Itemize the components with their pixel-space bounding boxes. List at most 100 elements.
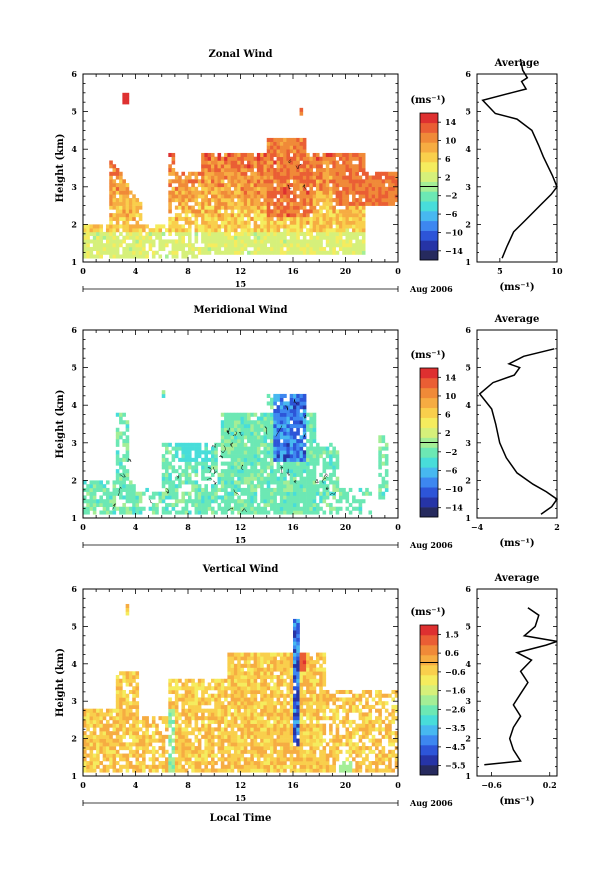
zonal-heatmap-cell <box>233 152 238 158</box>
zonal-heatmap-cell <box>273 250 277 255</box>
meridional-heatmap-cell <box>270 480 274 485</box>
zonal-heatmap-cell <box>115 216 120 221</box>
vertical-heatmap-cell <box>168 689 172 695</box>
meridional-heatmap-cell <box>293 487 297 492</box>
vertical-heatmap-cell <box>191 693 195 698</box>
vertical-heatmap-cell <box>105 719 110 724</box>
vertical-heatmap-cell <box>247 678 251 683</box>
zonal-heatmap-cell <box>132 231 136 236</box>
zonal-heatmap-cell <box>279 194 284 199</box>
vertical-heatmap-cell <box>125 678 130 683</box>
meridional-heatmap-cell <box>283 405 287 410</box>
zonal-heatmap-cell <box>391 186 396 191</box>
zonal-heatmap-cell <box>335 235 340 240</box>
meridional-heatmap-cell <box>296 397 300 402</box>
vertical-heatmap-cell <box>279 663 284 668</box>
zonal-heatmap-cell <box>102 250 107 255</box>
meridional-heatmap-cell <box>220 480 225 485</box>
meridional-profile-y-tick-label: 3 <box>465 438 471 448</box>
zonal-heatmap-cell <box>293 194 297 199</box>
zonal-profile-y-tick-label: 4 <box>465 144 471 154</box>
zonal-heatmap-cell <box>381 198 386 203</box>
zonal-heatmap-cell <box>115 201 120 206</box>
vertical-heatmap-cell <box>184 731 189 736</box>
meridional-heatmap-cell <box>289 401 294 406</box>
zonal-heatmap-cell <box>138 213 143 218</box>
zonal-heatmap-cell <box>375 175 379 180</box>
vertical-heatmap-cell <box>230 689 235 695</box>
meridional-heatmap-cell <box>283 502 287 508</box>
zonal-heatmap-cell <box>279 190 284 195</box>
vertical-heatmap-cell <box>250 678 254 683</box>
vertical-heatmap-cell <box>286 716 291 721</box>
zonal-heatmap-cell <box>260 220 264 225</box>
vertical-heatmap-cell <box>92 746 97 751</box>
vertical-heatmap-cell <box>283 719 287 724</box>
zonal-heatmap-cell <box>371 190 376 195</box>
vertical-heatmap-cell <box>276 686 281 691</box>
vertical-heatmap-cell <box>89 746 94 751</box>
zonal-heatmap-cell <box>375 183 379 188</box>
vertical-heatmap-cell <box>237 708 241 713</box>
zonal-heatmap-cell <box>332 164 336 169</box>
zonal-heatmap-cell <box>276 183 281 188</box>
zonal-heatmap-cell <box>361 205 366 210</box>
vertical-heatmap-cell <box>243 671 248 676</box>
zonal-heatmap-cell <box>217 231 222 236</box>
zonal-heatmap-cell <box>227 183 231 188</box>
zonal-heatmap-cell <box>270 149 274 154</box>
meridional-heatmap-cell <box>299 469 304 474</box>
meridional-heatmap-cell <box>329 476 333 481</box>
vertical-heatmap-cell <box>184 697 189 702</box>
meridional-heatmap-cell <box>237 469 241 474</box>
zonal-heatmap-cell <box>220 171 225 176</box>
zonal-heatmap-cell <box>135 228 140 233</box>
meridional-heatmap-cell <box>224 476 228 481</box>
zonal-heatmap-cell <box>214 246 218 252</box>
zonal-heatmap-cell <box>358 220 363 225</box>
zonal-heatmap-cell <box>92 224 97 229</box>
meridional-heatmap-cell <box>247 439 251 444</box>
zonal-heatmap-cell <box>184 220 189 225</box>
meridional-heatmap-cell <box>253 435 258 440</box>
zonal-heatmap-cell <box>309 209 313 214</box>
vertical-heatmap-cell <box>161 764 166 769</box>
zonal-heatmap-cell <box>256 209 261 214</box>
zonal-heatmap-cell <box>119 243 123 248</box>
zonal-heatmap-cell <box>378 198 382 203</box>
meridional-heatmap-cell <box>191 502 195 508</box>
meridional-heatmap-cell <box>125 487 130 492</box>
meridional-contour-line <box>227 507 234 512</box>
zonal-heatmap-cell <box>289 190 294 195</box>
meridional-heatmap-cell <box>165 457 169 462</box>
vertical-heatmap-cell <box>184 757 189 762</box>
meridional-heatmap-cell <box>286 401 291 406</box>
vertical-heatmap-cell <box>279 693 284 698</box>
zonal-heatmap-cell <box>352 152 356 158</box>
vertical-heatmap-cell <box>99 746 103 751</box>
meridional-heatmap-cell <box>309 420 313 425</box>
zonal-heatmap-cell <box>299 171 304 176</box>
zonal-heatmap-cell <box>181 198 186 203</box>
meridional-heatmap-cell <box>276 506 281 511</box>
zonal-heatmap-cell <box>388 183 392 188</box>
zonal-heatmap-cell <box>145 235 149 240</box>
vertical-heatmap-cell <box>204 757 208 762</box>
meridional-heatmap-cell <box>299 491 304 496</box>
zonal-heatmap-cell <box>119 194 123 199</box>
meridional-heatmap-cell <box>266 412 271 417</box>
vertical-heatmap-cell <box>276 749 281 754</box>
vertical-heatmap-cell <box>207 768 212 773</box>
zonal-heatmap-cell <box>348 201 353 206</box>
meridional-heatmap-cell <box>358 499 363 504</box>
meridional-heatmap-cell <box>309 487 313 492</box>
zonal-heatmap-cell <box>132 239 136 244</box>
vertical-heatmap-cell <box>168 701 172 706</box>
meridional-heatmap-cell <box>174 442 179 447</box>
meridional-heatmap-cell <box>201 469 205 474</box>
meridional-heatmap-cell <box>283 408 287 414</box>
vertical-heatmap-cell <box>197 686 202 691</box>
zonal-heatmap-cell <box>119 231 123 236</box>
meridional-heatmap-cell <box>161 472 166 477</box>
vertical-heatmap-cell <box>174 693 179 698</box>
